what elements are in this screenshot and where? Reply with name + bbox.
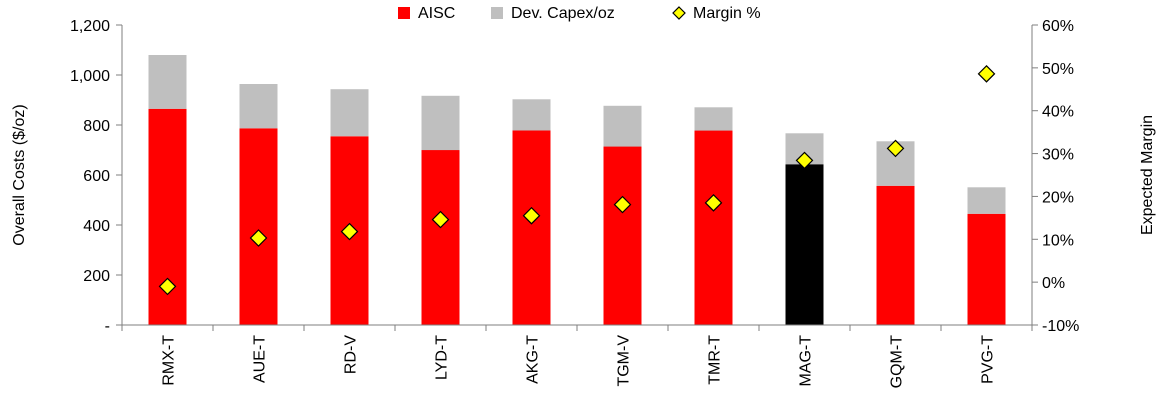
left-tick-label: 200 xyxy=(83,268,110,285)
left-tick-label: 1,000 xyxy=(70,68,110,85)
category-label: GQM-T xyxy=(889,335,906,389)
bar-aisc-aue-t xyxy=(239,128,278,326)
bar-dev-capex-oz-rmx-t xyxy=(148,55,187,109)
bar-aisc-lyd-t xyxy=(421,150,460,325)
bar-aisc-tgm-v xyxy=(603,146,642,325)
right-tick-label: 20% xyxy=(1042,189,1074,206)
bar-dev-capex-oz-tgm-v xyxy=(603,105,642,147)
category-label: RMX-T xyxy=(161,335,178,386)
legend-label: Dev. Capex/oz xyxy=(511,5,615,22)
legend-swatch xyxy=(491,7,503,19)
category-label: TMR-T xyxy=(707,335,724,385)
right-tick-label: 60% xyxy=(1042,18,1074,35)
margin-marker-pvg-t xyxy=(977,65,996,83)
bar-dev-capex-oz-pvg-t xyxy=(967,187,1006,214)
bar-dev-capex-oz-akg-t xyxy=(512,99,551,131)
category-label: AUE-T xyxy=(252,335,269,383)
bar-dev-capex-oz-aue-t xyxy=(239,84,278,129)
axis-titles: Overall Costs ($/oz) Expected Margin xyxy=(11,104,1156,245)
right-tick-label: 0% xyxy=(1042,275,1065,292)
category-label: RD-V xyxy=(343,335,360,374)
category-label: LYD-T xyxy=(434,335,451,380)
category-label: AKG-T xyxy=(525,335,542,384)
right-tick-label: 30% xyxy=(1042,147,1074,164)
left-tick-label: 400 xyxy=(83,218,110,235)
category-label: PVG-T xyxy=(980,335,997,384)
bar-aisc-tmr-t xyxy=(694,130,733,325)
right-tick-label: 40% xyxy=(1042,104,1074,121)
legend-swatch-diamond xyxy=(672,6,686,20)
right-tick-label: -10% xyxy=(1042,318,1079,335)
margin-marker-gqm-t xyxy=(886,139,905,158)
axes: - 200 400 600 800 1,000 1,200 -10% 0% 10% 20% 30% 40… xyxy=(70,18,1079,388)
bar-aisc-pvg-t xyxy=(967,213,1006,326)
legend-label: AISC xyxy=(418,5,455,22)
right-axis-title: Expected Margin xyxy=(1139,115,1156,235)
margin-marker-rmx-t xyxy=(158,277,177,296)
left-axis-title: Overall Costs ($/oz) xyxy=(11,104,28,245)
bar-aisc-mag-t xyxy=(785,164,824,325)
right-tick-label: 10% xyxy=(1042,232,1074,249)
left-tick-label: 600 xyxy=(83,168,110,185)
margin-marker-lyd-t xyxy=(431,210,450,229)
right-tick-label: 50% xyxy=(1042,61,1074,78)
legend: AISC Dev. Capex/oz Margin % xyxy=(398,5,761,22)
margin-marker-akg-t xyxy=(522,206,541,225)
left-tick-label: - xyxy=(105,318,110,335)
bar-aisc-akg-t xyxy=(512,130,551,325)
left-tick-label: 800 xyxy=(83,118,110,135)
legend-swatch xyxy=(398,7,410,19)
margin-markers xyxy=(158,65,996,296)
bar-dev-capex-oz-lyd-t xyxy=(421,95,460,151)
margin-marker-aue-t xyxy=(249,229,268,247)
category-label: MAG-T xyxy=(798,335,815,387)
left-tick-label: 1,200 xyxy=(70,18,110,35)
bar-aisc-gqm-t xyxy=(876,185,915,326)
bar-dev-capex-oz-tmr-t xyxy=(694,107,733,131)
margin-marker-rd-v xyxy=(340,222,359,241)
margin-marker-tgm-v xyxy=(613,195,632,214)
bar-dev-capex-oz-rd-v xyxy=(330,89,369,137)
margin-marker-tmr-t xyxy=(704,194,723,212)
category-label: TGM-V xyxy=(616,335,633,387)
margin-marker-mag-t xyxy=(795,151,814,170)
bars xyxy=(148,55,1006,326)
legend-label: Margin % xyxy=(693,5,761,22)
